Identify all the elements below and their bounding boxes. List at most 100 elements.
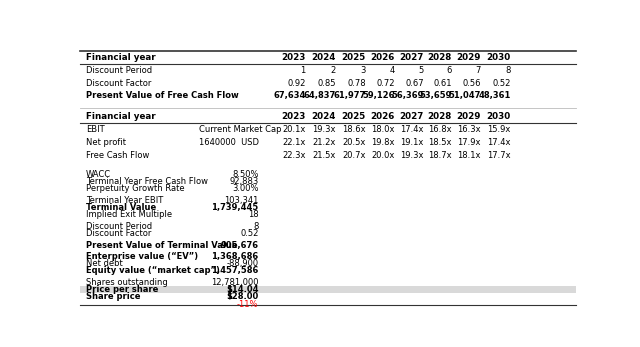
Text: 56,369: 56,369 <box>391 91 424 100</box>
FancyBboxPatch shape <box>80 286 576 293</box>
Text: 0.78: 0.78 <box>347 78 365 87</box>
Text: Share price: Share price <box>86 293 140 302</box>
Text: Discount Factor: Discount Factor <box>86 229 151 238</box>
Text: 2030: 2030 <box>486 53 511 62</box>
Text: 0.56: 0.56 <box>462 78 481 87</box>
Text: 20.7x: 20.7x <box>342 151 365 160</box>
Text: 64,837: 64,837 <box>304 91 336 100</box>
Text: 18.7x: 18.7x <box>428 151 452 160</box>
Text: 1,368,686: 1,368,686 <box>211 252 259 261</box>
Text: 20.5x: 20.5x <box>342 138 365 147</box>
Text: 4: 4 <box>390 66 395 75</box>
Text: 2027: 2027 <box>399 112 424 121</box>
Text: Price per share: Price per share <box>86 285 158 294</box>
Text: 1,457,586: 1,457,586 <box>211 266 259 276</box>
Text: -11%: -11% <box>237 299 259 308</box>
Text: 0.67: 0.67 <box>405 78 424 87</box>
Text: 12,781,000: 12,781,000 <box>211 278 259 287</box>
Text: 2024: 2024 <box>312 53 336 62</box>
Text: -88,900: -88,900 <box>227 259 259 268</box>
Text: Equity value (“market cap”): Equity value (“market cap”) <box>86 266 220 276</box>
Text: 7: 7 <box>476 66 481 75</box>
Text: 22.3x: 22.3x <box>282 151 306 160</box>
Text: 0.72: 0.72 <box>376 78 395 87</box>
Text: 15.9x: 15.9x <box>487 125 511 134</box>
Text: Terminal Value: Terminal Value <box>86 203 156 212</box>
Text: Terminal Year Free Cash Flow: Terminal Year Free Cash Flow <box>86 177 208 186</box>
Text: 2025: 2025 <box>342 53 365 62</box>
Text: 1640000  USD: 1640000 USD <box>199 138 259 147</box>
Text: Current Market Cap: Current Market Cap <box>199 125 282 134</box>
Text: 0.92: 0.92 <box>287 78 306 87</box>
Text: 18.0x: 18.0x <box>371 125 395 134</box>
Text: 18: 18 <box>248 210 259 219</box>
Text: 67,634: 67,634 <box>273 91 306 100</box>
Text: 92,883: 92,883 <box>229 177 259 186</box>
Text: 61,977: 61,977 <box>333 91 365 100</box>
Text: Net profit: Net profit <box>86 138 126 147</box>
Text: WACC: WACC <box>86 170 111 179</box>
Text: 17.4x: 17.4x <box>487 138 511 147</box>
Text: 22.1x: 22.1x <box>282 138 306 147</box>
Text: Implied Exit Multiple: Implied Exit Multiple <box>86 210 172 219</box>
Text: 2023: 2023 <box>282 112 306 121</box>
Text: 8: 8 <box>505 66 511 75</box>
Text: 18.5x: 18.5x <box>429 138 452 147</box>
Text: 2024: 2024 <box>312 112 336 121</box>
Text: 16.3x: 16.3x <box>457 125 481 134</box>
Text: Free Cash Flow: Free Cash Flow <box>86 151 149 160</box>
Text: 17.9x: 17.9x <box>457 138 481 147</box>
Text: 17.4x: 17.4x <box>400 125 424 134</box>
Text: 1,739,445: 1,739,445 <box>211 203 259 212</box>
Text: 20.1x: 20.1x <box>282 125 306 134</box>
Text: 21.5x: 21.5x <box>312 151 336 160</box>
Text: 6: 6 <box>447 66 452 75</box>
Text: 3: 3 <box>360 66 365 75</box>
Text: 5: 5 <box>419 66 424 75</box>
Text: 2030: 2030 <box>486 112 511 121</box>
Text: 8.50%: 8.50% <box>232 170 259 179</box>
Text: 114.04: 114.04 <box>226 285 259 294</box>
Text: EBIT: EBIT <box>86 125 104 134</box>
Text: 51,047: 51,047 <box>449 91 481 100</box>
Text: $: $ <box>227 285 232 294</box>
Text: 2028: 2028 <box>428 53 452 62</box>
Text: 0.52: 0.52 <box>240 229 259 238</box>
Text: 3.00%: 3.00% <box>232 185 259 193</box>
Text: Present Value of Free Cash Flow: Present Value of Free Cash Flow <box>86 91 239 100</box>
Text: 20.0x: 20.0x <box>372 151 395 160</box>
Text: 19.1x: 19.1x <box>401 138 424 147</box>
Text: 48,361: 48,361 <box>478 91 511 100</box>
Text: Shares outstanding: Shares outstanding <box>86 278 168 287</box>
Text: Financial year: Financial year <box>86 112 156 121</box>
Text: 21.2x: 21.2x <box>312 138 336 147</box>
Text: Perpetuity Growth Rate: Perpetuity Growth Rate <box>86 185 184 193</box>
Text: 0.61: 0.61 <box>433 78 452 87</box>
Text: 59,126: 59,126 <box>362 91 395 100</box>
Text: 0.52: 0.52 <box>492 78 511 87</box>
Text: 2023: 2023 <box>282 53 306 62</box>
Text: 53,659: 53,659 <box>420 91 452 100</box>
Text: Net debt: Net debt <box>86 259 123 268</box>
Text: 2028: 2028 <box>428 112 452 121</box>
Text: 16.8x: 16.8x <box>428 125 452 134</box>
Text: 103,341: 103,341 <box>224 196 259 205</box>
Text: 128.00: 128.00 <box>227 293 259 302</box>
Text: 0.85: 0.85 <box>317 78 336 87</box>
Text: 19.3x: 19.3x <box>312 125 336 134</box>
Text: 2029: 2029 <box>456 112 481 121</box>
Text: 17.7x: 17.7x <box>487 151 511 160</box>
Text: 19.3x: 19.3x <box>400 151 424 160</box>
Text: 2: 2 <box>331 66 336 75</box>
Text: 18.6x: 18.6x <box>342 125 365 134</box>
Text: 905,676: 905,676 <box>220 240 259 249</box>
Text: Enterprise value (“EV”): Enterprise value (“EV”) <box>86 252 198 261</box>
Text: Discount Factor: Discount Factor <box>86 78 151 87</box>
Text: 2026: 2026 <box>371 112 395 121</box>
Text: $: $ <box>227 293 232 302</box>
Text: Discount Period: Discount Period <box>86 66 152 75</box>
Text: 19.8x: 19.8x <box>371 138 395 147</box>
Text: 18.1x: 18.1x <box>457 151 481 160</box>
Text: 2026: 2026 <box>371 53 395 62</box>
Text: Terminal Year EBIT: Terminal Year EBIT <box>86 196 163 205</box>
